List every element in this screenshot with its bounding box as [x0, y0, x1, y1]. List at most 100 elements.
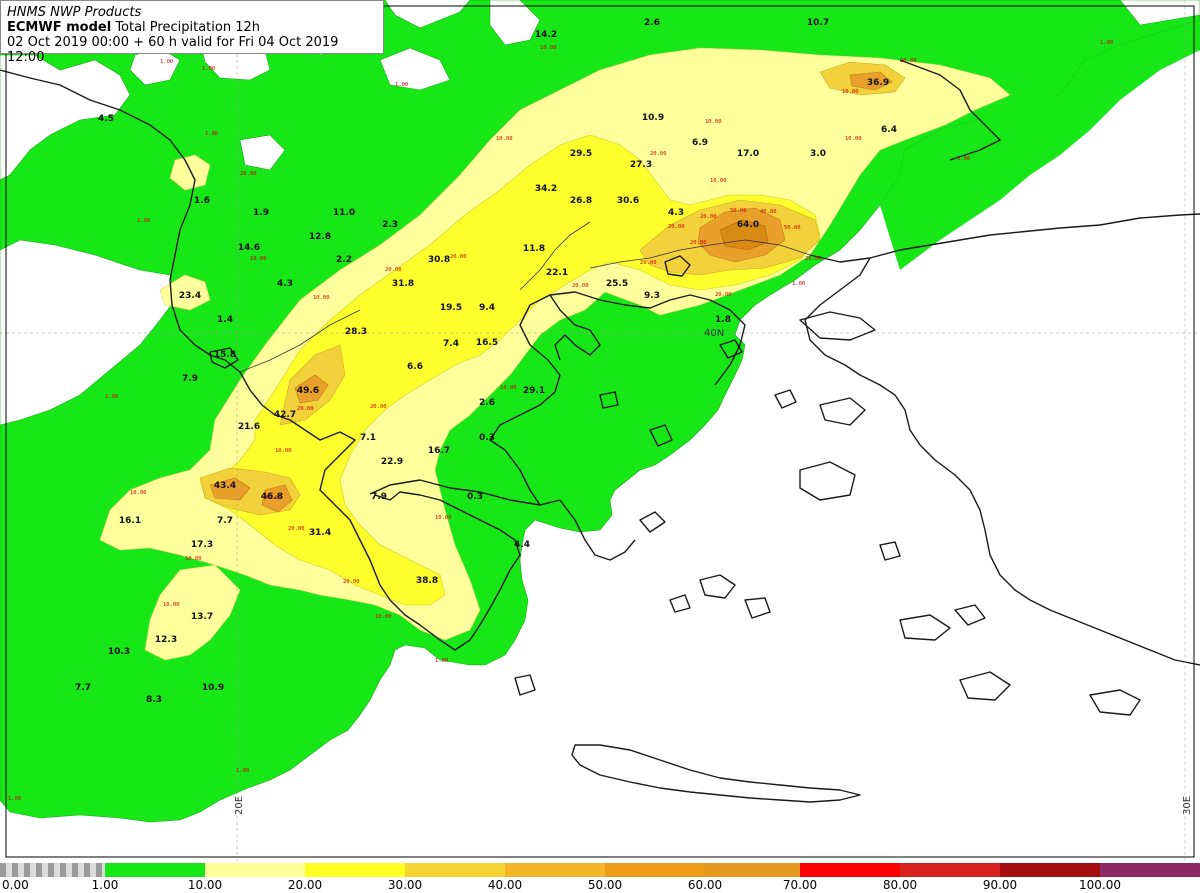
precip-value-label: 11.0	[332, 208, 356, 218]
precip-value-label: 46.8	[260, 492, 284, 502]
precip-value-label: 7.4	[443, 339, 459, 349]
precip-value-label: 8.3	[146, 695, 162, 705]
precip-max-core	[719, 219, 769, 251]
precip-value-label: 10.9	[641, 113, 665, 123]
svg-text:10.00: 10.00	[313, 295, 330, 301]
svg-text:20.00: 20.00	[288, 526, 305, 532]
precip-value-label: 1.4	[217, 315, 233, 325]
colorbar-segment	[605, 863, 705, 877]
precip-value-label: 22.1	[545, 268, 569, 278]
precip-value-label: 9.4	[479, 303, 495, 313]
precip-value-label: 25.5	[605, 279, 629, 289]
precip-value-label: 14.6	[237, 243, 261, 253]
colorbar-tick-label: 1.00	[91, 878, 119, 892]
svg-text:20.00: 20.00	[668, 224, 685, 230]
svg-text:10.00: 10.00	[275, 448, 292, 454]
colorbar-tick-label: 10.00	[187, 878, 223, 892]
colorbar-tick-label: 50.00	[587, 878, 623, 892]
svg-text:10.00: 10.00	[130, 490, 147, 496]
precip-value-label: 15.8	[213, 350, 237, 360]
svg-text:10.00: 10.00	[540, 45, 557, 51]
precip-value-label: 2.6	[644, 18, 660, 28]
colorbar-segment	[405, 863, 505, 877]
graticule	[0, 0, 1200, 863]
svg-text:20.00: 20.00	[370, 404, 387, 410]
svg-text:40.00: 40.00	[760, 209, 777, 215]
precip-value-label: 0.3	[467, 492, 483, 502]
svg-text:20.00: 20.00	[690, 240, 707, 246]
precip-value-label: 31.8	[391, 279, 415, 289]
precip-value-label: 4.3	[668, 208, 684, 218]
precip-value-label: 17.3	[190, 540, 214, 550]
grid-label-20e: 20E	[234, 796, 245, 815]
svg-text:10.00: 10.00	[845, 136, 862, 142]
svg-text:50.00: 50.00	[784, 225, 801, 231]
colorbar-tick-label: 40.00	[487, 878, 523, 892]
precip-value-label: 7.9	[182, 374, 198, 384]
precip-green-northeast	[880, 20, 1200, 270]
precip-value-label: 2.6	[479, 398, 495, 408]
colorbar-segment	[1000, 863, 1100, 877]
colorbar-segment	[205, 863, 305, 877]
no-precip-southwest	[0, 50, 1200, 863]
colorbar-tick-label: 100.00	[1079, 878, 1121, 892]
validity-line: 02 Oct 2019 00:00 + 60 h valid for Fri 0…	[7, 35, 339, 65]
colorbar-tick-label: 80.00	[882, 878, 918, 892]
svg-text:20.00: 20.00	[343, 579, 360, 585]
precip-value-label: 26.8	[569, 196, 593, 206]
svg-text:10.00: 10.00	[705, 119, 722, 125]
svg-text:1.00: 1.00	[236, 768, 249, 774]
svg-text:10.00: 10.00	[250, 256, 267, 262]
svg-text:1.00: 1.00	[8, 796, 21, 802]
svg-text:1.00: 1.00	[205, 131, 218, 137]
colorbar-segment	[800, 863, 900, 877]
colorbar-legend: 0.00 1.00 10.00 20.00 30.00 40.00 50.00 60.00 70…	[0, 863, 1200, 893]
precip-value-label: 36.9	[866, 78, 890, 88]
precip-value-label: 34.2	[534, 184, 558, 194]
precip-value-label: 1.8	[715, 315, 731, 325]
precip-value-label: 49.6	[296, 386, 320, 396]
precip-value-label: 13.7	[190, 612, 214, 622]
colorbar-segment	[505, 863, 605, 877]
precip-value-label: 2.3	[382, 220, 398, 230]
precip-value-label: 38.8	[415, 576, 439, 586]
precip-value-label: 0.3	[479, 433, 495, 443]
svg-text:1.00: 1.00	[395, 82, 408, 88]
precip-value-label: 11.8	[522, 244, 546, 254]
svg-text:10.00: 10.00	[163, 602, 180, 608]
precip-value-label: 31.4	[308, 528, 332, 538]
precip-value-label: 12.8	[308, 232, 332, 242]
precip-value-label: 14.2	[534, 30, 558, 40]
precip-value-label: 42.7	[273, 410, 297, 420]
precip-value-label: 2.2	[336, 255, 352, 265]
svg-text:10.00: 10.00	[500, 385, 517, 391]
svg-text:20.00: 20.00	[805, 256, 822, 262]
precip-value-label: 10.3	[107, 647, 131, 657]
svg-text:1.00: 1.00	[202, 66, 215, 72]
svg-text:1.00: 1.00	[435, 658, 448, 664]
svg-text:20.00: 20.00	[640, 260, 657, 266]
svg-text:10.00: 10.00	[842, 89, 859, 95]
precip-value-label: 4.5	[98, 114, 114, 124]
svg-text:20.00: 20.00	[240, 171, 257, 177]
precip-value-label: 27.3	[629, 160, 653, 170]
svg-text:10.00: 10.00	[435, 515, 452, 521]
precip-value-label: 3.0	[810, 149, 826, 159]
precip-value-label: 7.7	[75, 683, 91, 693]
svg-text:20.00: 20.00	[450, 254, 467, 260]
precip-value-label: 30.8	[427, 255, 451, 265]
coastlines	[0, 59, 1200, 803]
svg-text:1.00: 1.00	[105, 394, 118, 400]
precip-value-label: 16.1	[118, 516, 142, 526]
precip-value-label: 10.7	[806, 18, 830, 28]
svg-text:20.00: 20.00	[572, 283, 589, 289]
precip-value-label: 30.6	[616, 196, 640, 206]
svg-text:20.00: 20.00	[297, 406, 314, 412]
colorbar-segment	[305, 863, 405, 877]
precip-value-label: 16.5	[475, 338, 499, 348]
colorbar-segment	[105, 863, 205, 877]
producer-label: HNMS NWP Products	[7, 5, 142, 20]
colorbar-segment	[705, 863, 800, 877]
precip-value-label: 4.4	[514, 540, 530, 550]
precip-value-label: 17.0	[736, 149, 760, 159]
